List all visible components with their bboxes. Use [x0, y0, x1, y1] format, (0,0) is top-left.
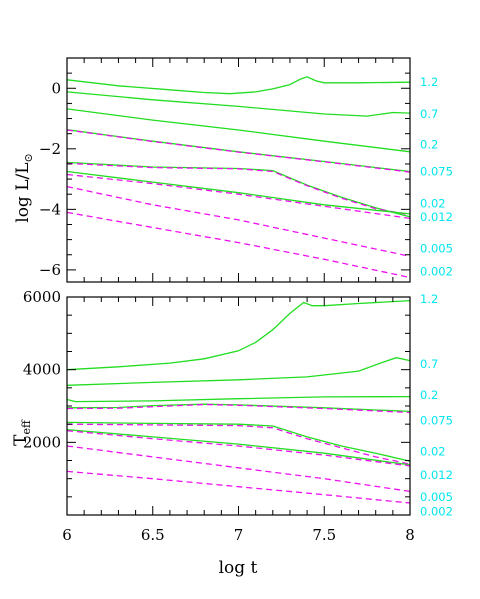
bot-series-line-3-solid — [66, 403, 411, 413]
bottom-panel: 2000 4000 6000 6 6.5 7 7.5 8 1.2 0.7 0.2 0.075 0.0… — [11, 288, 453, 578]
x-tick-label: 7.5 — [312, 526, 336, 544]
top-mass-label: 0.02 — [420, 196, 446, 210]
top-mass-label: 0.075 — [420, 165, 453, 179]
x-tick-label: 6.5 — [141, 526, 165, 544]
top-panel: 0 −2 −4 −6 1.2 0.7 0.2 0.075 0.020.012 0.005 0.00… — [13, 57, 453, 283]
top-series-line-2-solid — [66, 108, 411, 153]
top-series-line-1-solid — [66, 91, 411, 117]
bottom-y-axis-title: Teff — [11, 419, 33, 446]
x-tick-label: 8 — [405, 526, 415, 544]
bot-y-tick-label: 4000 — [23, 361, 61, 379]
top-y-tick-label: −6 — [39, 261, 61, 279]
bot-series-line-7-solid — [66, 428, 411, 466]
bot-series-line-8-dashed — [66, 430, 411, 467]
top-series-line-9-dashed — [66, 185, 411, 257]
bot-series-line-10-dashed — [66, 470, 411, 504]
bot-series-line-0-solid — [66, 299, 411, 371]
top-y-tick-label: 0 — [51, 79, 61, 97]
bot-y-tick-label: 2000 — [23, 433, 61, 451]
bot-series-line-9-dashed — [66, 445, 411, 493]
x-tick-label: 6 — [62, 526, 72, 544]
bot-mass-label: 0.005 — [420, 490, 453, 504]
bot-series-line-6-dashed — [66, 423, 411, 465]
top-ticks — [66, 57, 411, 282]
top-mass-label: 1.2 — [420, 75, 438, 89]
bot-mass-label: 0.7 — [420, 357, 438, 371]
bot-series-line-5-solid — [66, 421, 411, 462]
top-plot-frame — [66, 57, 411, 283]
top-y-tick-label: −2 — [39, 140, 61, 158]
x-axis-title: log t — [219, 558, 258, 578]
top-mass-label: 0.2 — [420, 137, 438, 151]
bottom-ticks — [66, 296, 411, 516]
top-mass-labels: 1.2 0.7 0.2 0.075 0.020.012 0.005 0.002 — [420, 75, 453, 278]
bottom-y-axis-title-main: T — [11, 434, 31, 446]
bot-series-line-4-dashed — [66, 403, 411, 414]
top-mass-label: 0.005 — [420, 242, 453, 256]
top-mass-label: 0.7 — [420, 107, 438, 121]
x-tick-label: 7 — [234, 526, 244, 544]
bot-mass-label: 0.002 — [420, 504, 453, 518]
top-series-line-7-solid — [66, 170, 411, 215]
bot-mass-label: 1.2 — [420, 292, 438, 306]
bottom-x-tick-labels: 6 6.5 7 7.5 8 — [62, 526, 415, 544]
top-series-line-4-dashed — [66, 129, 411, 173]
bot-y-tick-label: 6000 — [23, 288, 61, 306]
top-y-axis-title-main: log L/L — [13, 162, 33, 222]
bottom-y-axis-title-sub: eff — [20, 419, 33, 435]
bot-mass-label: 0.2 — [420, 388, 438, 402]
bottom-y-tick-labels: 2000 4000 6000 — [23, 288, 61, 451]
top-series-line-0-solid — [66, 76, 411, 95]
top-series-line-10-dashed — [66, 211, 411, 279]
top-series-group — [66, 76, 411, 279]
bottom-series-group — [66, 299, 411, 504]
bot-mass-label: 0.02 — [420, 444, 446, 458]
top-y-tick-label: −4 — [39, 200, 61, 218]
bot-series-line-1-solid — [66, 357, 411, 386]
bottom-plot-frame — [66, 296, 411, 516]
bot-series-line-2-solid — [66, 395, 411, 403]
bot-mass-label: 0.075 — [420, 414, 453, 428]
top-mass-label: 0.002 — [420, 264, 453, 278]
top-series-line-8-dashed — [66, 173, 411, 220]
top-y-axis-title: log L/L⊙ — [13, 153, 35, 222]
top-mass-label: 0.012 — [420, 210, 453, 224]
top-y-tick-labels: 0 −2 −4 −6 — [39, 79, 61, 279]
top-y-axis-title-sub: ⊙ — [22, 153, 35, 162]
top-series-line-6-dashed — [66, 162, 411, 216]
bot-mass-label: 0.012 — [420, 468, 453, 482]
